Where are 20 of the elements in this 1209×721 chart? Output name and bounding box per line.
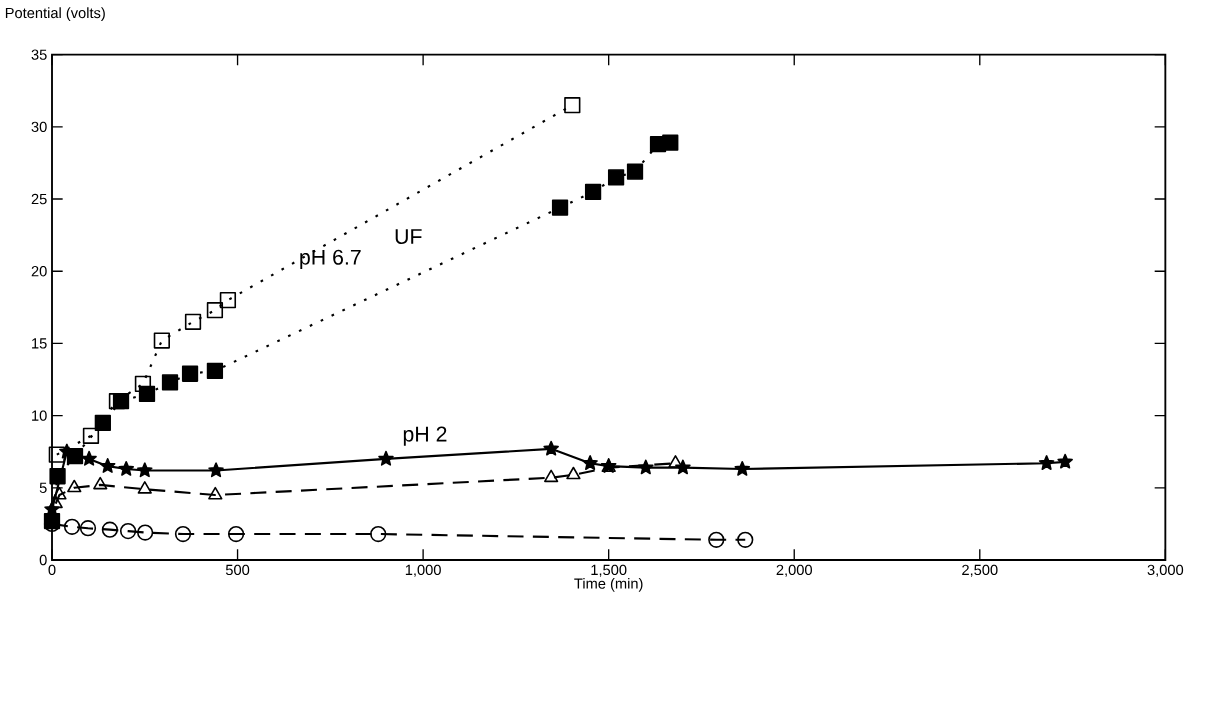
annotation: pH 6.7 bbox=[300, 249, 361, 269]
x-tick-label: 0 bbox=[48, 564, 56, 576]
annotation: pH 2 bbox=[403, 426, 447, 446]
annotation: UF bbox=[395, 229, 422, 245]
y-tick-label: 20 bbox=[31, 266, 47, 277]
y-tick-label: 5 bbox=[39, 482, 47, 493]
x-axis-title: Time (min) bbox=[574, 577, 643, 592]
x-tick-label: 2,000 bbox=[776, 564, 812, 577]
x-tick-label: 1,500 bbox=[591, 564, 627, 577]
x-tick-label: 500 bbox=[225, 564, 250, 576]
y-tick-label: 30 bbox=[31, 121, 47, 133]
x-tick-label: 3,000 bbox=[1147, 564, 1184, 577]
y-tick-label: 25 bbox=[31, 193, 47, 205]
x-tick-label: 2,500 bbox=[962, 564, 998, 577]
y-tick-label: 10 bbox=[32, 410, 47, 421]
y-tick-label: 15 bbox=[32, 338, 47, 349]
x-tick-label: 1,000 bbox=[405, 564, 441, 577]
y-tick-label: 35 bbox=[31, 49, 47, 60]
y-axis-title: Potential (volts) bbox=[5, 7, 105, 22]
y-tick-label: 0 bbox=[39, 554, 47, 566]
